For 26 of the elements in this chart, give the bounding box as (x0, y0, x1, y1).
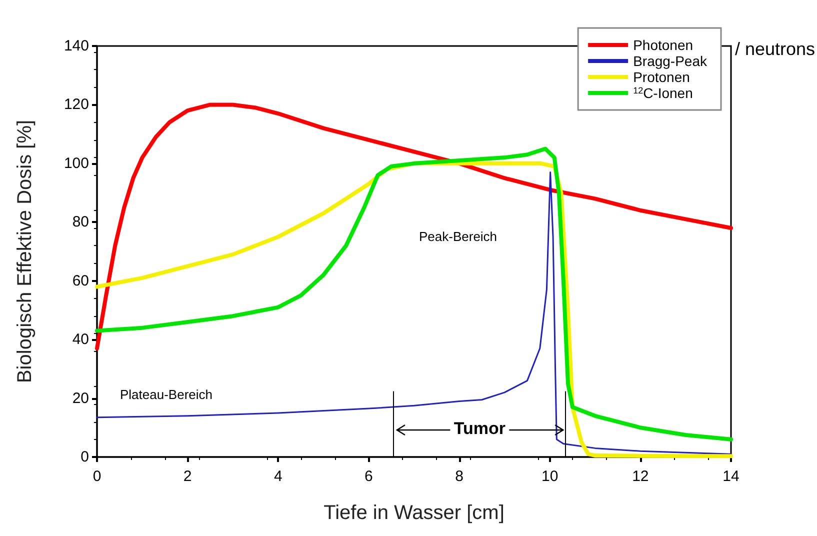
annotation: Plateau-Bereich (120, 387, 212, 402)
y-tick-label: 60 (72, 272, 89, 290)
x-tick-label: 2 (183, 468, 192, 485)
text: / neutrons (734, 39, 816, 59)
line-series (95, 102, 733, 350)
y-tick-label: 100 (64, 154, 89, 172)
y-axis-title: Biologisch Effektive Dosis [%] (14, 120, 36, 384)
x-tick-label: 8 (455, 468, 464, 485)
y-tick-label: 20 (72, 390, 89, 407)
x-axis-title: Tiefe in Wasser [cm] (324, 502, 504, 524)
y-tick-label: 120 (64, 96, 89, 114)
y-tick-label: 40 (72, 331, 89, 348)
x-tick-label: 12 (632, 468, 649, 485)
legend-label: Protonen (633, 69, 690, 85)
legend-label: Bragg-Peak (633, 53, 708, 69)
y-tick-label: 140 (64, 38, 89, 54)
x-tick-label: 0 (92, 468, 102, 485)
annotation: Peak-Bereich (419, 229, 498, 244)
x-tick-label: 10 (542, 468, 558, 485)
legend-label: Photonen (633, 37, 694, 53)
x-tick-label: 6 (364, 468, 373, 485)
x-tick-label: 4 (274, 468, 282, 485)
x-tick-label: 14 (722, 468, 740, 485)
annotation: Tumor (450, 419, 510, 440)
y-tick-label: 80 (72, 214, 89, 231)
y-tick-label: 0 (80, 448, 89, 466)
